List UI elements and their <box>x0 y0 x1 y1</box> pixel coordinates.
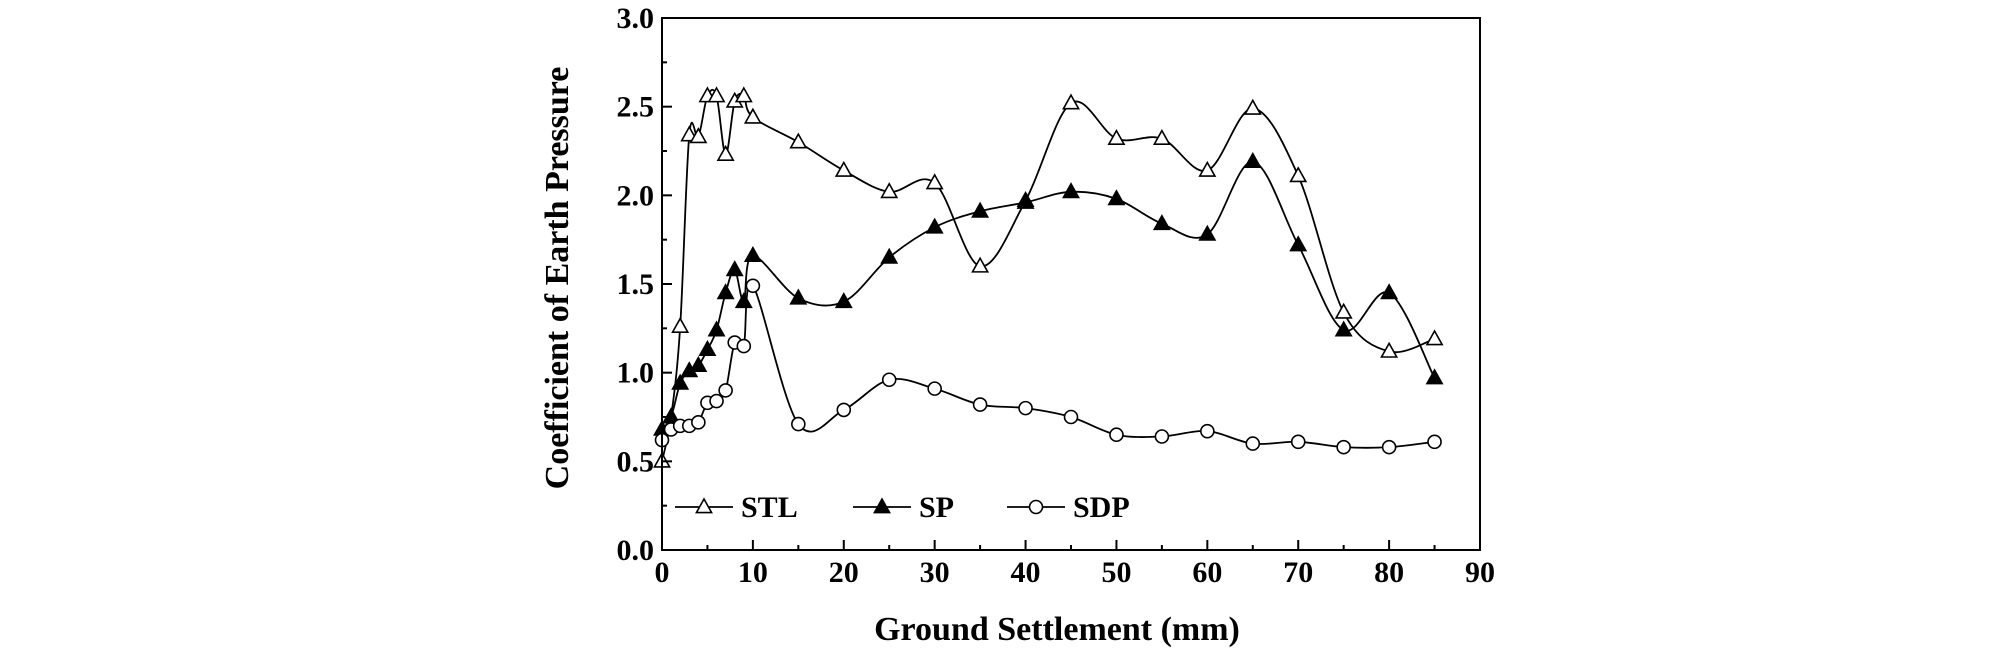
series-sp-point <box>1380 283 1399 300</box>
x-tick-label: 70 <box>1283 556 1313 589</box>
legend-item-sdp: SDP <box>1007 491 1130 524</box>
legend: STL SP SDP <box>675 491 1130 524</box>
series-sdp-point <box>927 381 942 396</box>
x-tick-label: 60 <box>1192 556 1222 589</box>
series-sdp-point <box>972 397 988 412</box>
series-sp-point <box>834 292 853 309</box>
series-stl <box>653 86 1444 468</box>
series-sdp-point <box>1381 439 1397 455</box>
series-sdp-point <box>736 338 752 354</box>
series-sp-point <box>789 288 808 305</box>
series-sp-point <box>1289 235 1308 252</box>
x-tick-label: 40 <box>1011 556 1041 589</box>
y-tick-label: 3.0 <box>617 2 655 35</box>
x-tick-label: 20 <box>829 556 859 589</box>
series-stl-point <box>707 86 726 103</box>
legend-label-stl: STL <box>741 491 798 524</box>
series-sp-point <box>671 373 690 390</box>
x-axis-title: Ground Settlement (mm) <box>874 611 1240 648</box>
y-tick-label: 0.0 <box>617 534 655 567</box>
series-stl-point <box>925 173 944 190</box>
series-stl-point <box>1289 166 1308 183</box>
series-stl-point <box>834 160 853 177</box>
series-sp-point <box>1107 189 1126 206</box>
series-sp-point <box>1062 182 1080 199</box>
series-sp-point <box>725 260 744 277</box>
series-stl-point <box>716 144 735 161</box>
y-tick-label: 1.5 <box>617 268 655 301</box>
series-sdp-point <box>718 383 733 398</box>
series-stl-point <box>1198 160 1217 177</box>
series-sp-point <box>925 217 944 234</box>
legend-marker-sp <box>873 497 891 514</box>
series-sdp-point <box>1109 427 1124 443</box>
x-tick-label: 0 <box>655 556 670 589</box>
series-sp-point <box>1425 368 1444 385</box>
series-sp-point <box>1198 224 1217 241</box>
series-stl-point <box>743 107 762 124</box>
series-stl-point <box>880 182 899 199</box>
series-sp-point <box>880 247 899 264</box>
y-tick-label: 0.5 <box>617 445 655 478</box>
series-stl-point <box>689 127 708 144</box>
series-sp-point <box>716 283 735 300</box>
x-tick-label: 10 <box>738 556 768 589</box>
series-sdp-point <box>1154 429 1170 444</box>
series-sdp-point <box>709 393 724 409</box>
legend-item-sp: SP <box>853 491 954 524</box>
series-sp-point <box>707 320 726 337</box>
series-sdp-point <box>1336 439 1351 455</box>
y-tick-label: 1.0 <box>617 357 655 390</box>
series-stl-point <box>1152 128 1171 145</box>
series-stl-point <box>1380 341 1399 358</box>
series-stl-point <box>671 316 690 333</box>
series-sp-point <box>689 355 708 372</box>
series-sp-point <box>1152 214 1171 231</box>
series-sdp-point <box>791 416 806 432</box>
axes-layer: 0 10 20 30 40 50 60 70 80 90 0.0 0.5 1.0 1.5 2.0 2.5 3.0 <box>617 2 1496 589</box>
series-stl-point <box>1425 329 1444 346</box>
x-tick-label: 80 <box>1374 556 1404 589</box>
series-sp-point <box>971 201 990 218</box>
series-sp <box>653 152 1444 436</box>
y-tick-label: 2.5 <box>617 91 655 124</box>
series-sdp-point <box>1290 434 1306 450</box>
series-sp-point <box>743 245 762 263</box>
legend-marker-sdp <box>1028 499 1044 515</box>
series-sdp-point <box>1200 423 1215 439</box>
series-sdp-point <box>1063 409 1079 425</box>
series-stl-point <box>1062 93 1080 110</box>
series-sdp-point <box>1018 400 1033 416</box>
series-sdp-point <box>1245 436 1261 451</box>
y-tick-label: 2.0 <box>617 179 655 212</box>
y-axis-title: Coefficient of Earth Pressure <box>539 67 576 490</box>
legend-label-sp: SP <box>919 491 954 524</box>
x-tick-label: 30 <box>920 556 950 589</box>
series-stl-point <box>789 132 808 149</box>
series-sdp-point <box>836 402 852 418</box>
series-sp-point <box>734 292 753 309</box>
x-tick-label: 50 <box>1101 556 1131 589</box>
series-sp-point <box>698 339 717 357</box>
series-stl-point <box>1334 302 1353 319</box>
series-sdp-point <box>1427 434 1442 450</box>
series-sdp-point <box>745 278 761 294</box>
series-stl-point <box>1243 98 1262 115</box>
series-sp-point <box>1243 152 1262 169</box>
series-sdp <box>654 278 1442 455</box>
series-sdp-point <box>881 372 897 388</box>
series-stl-point <box>971 256 990 273</box>
series-stl-point <box>734 86 753 103</box>
series-sp-point <box>1334 320 1353 337</box>
legend-label-sdp: SDP <box>1073 491 1130 524</box>
series-sdp-point <box>691 415 706 430</box>
series-stl-point <box>1107 128 1126 145</box>
legend-marker-stl <box>695 497 713 514</box>
legend-item-stl: STL <box>675 491 798 524</box>
x-tick-label: 90 <box>1465 556 1495 589</box>
series-sp-point <box>1016 192 1035 209</box>
series-layer <box>653 86 1444 468</box>
